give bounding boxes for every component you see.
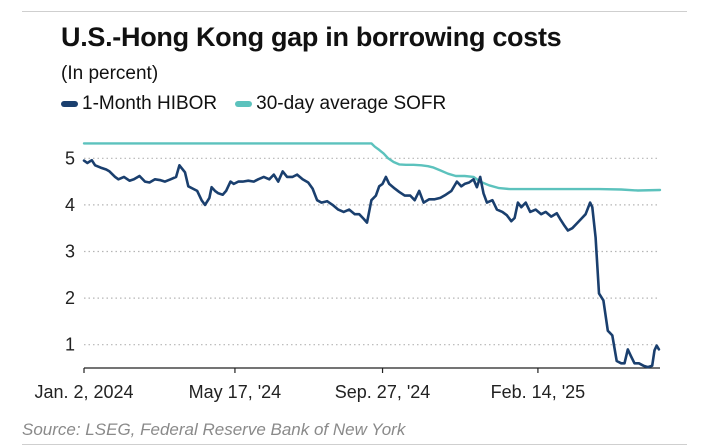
legend-item-sofr: 30-day average SOFR (235, 93, 446, 115)
x-axis: Jan. 2, 2024 May 17, '24 Sep. 27, '24 Feb. … (34, 367, 660, 402)
gridlines (84, 157, 660, 346)
y-tick-label: 5 (65, 148, 75, 168)
y-tick-label: 3 (65, 242, 75, 262)
y-tick-label: 4 (65, 195, 75, 215)
legend-item-hibor: 1-Month HIBOR (61, 93, 217, 115)
chart-legend: 1-Month HIBOR 30-day average SOFR (61, 93, 464, 115)
y-tick-label: 1 (65, 335, 75, 355)
y-tick-label: 2 (65, 288, 75, 308)
y-axis-ticks: 1 2 3 4 5 (65, 148, 75, 354)
x-tick-label: Feb. 14, '25 (491, 382, 586, 402)
legend-label-sofr: 30-day average SOFR (256, 93, 447, 114)
x-tick-label: Sep. 27, '24 (335, 382, 431, 402)
top-rule (22, 11, 687, 12)
series-line-hibor (82, 158, 661, 369)
x-tick-label: May 17, '24 (189, 382, 282, 402)
source-note: Source: LSEG, Federal Reserve Bank of Ne… (22, 420, 406, 439)
x-tick-label: Jan. 2, 2024 (34, 382, 133, 402)
series-line-sofr (82, 142, 662, 192)
bottom-rule (22, 444, 687, 445)
legend-label-hibor: 1-Month HIBOR (82, 93, 218, 114)
chart-subtitle: (In percent) (61, 63, 159, 84)
legend-swatch-sofr (235, 101, 253, 107)
chart-title: U.S.-Hong Kong gap in borrowing costs (61, 22, 562, 52)
legend-swatch-hibor (61, 101, 78, 107)
series-lines (82, 142, 662, 369)
